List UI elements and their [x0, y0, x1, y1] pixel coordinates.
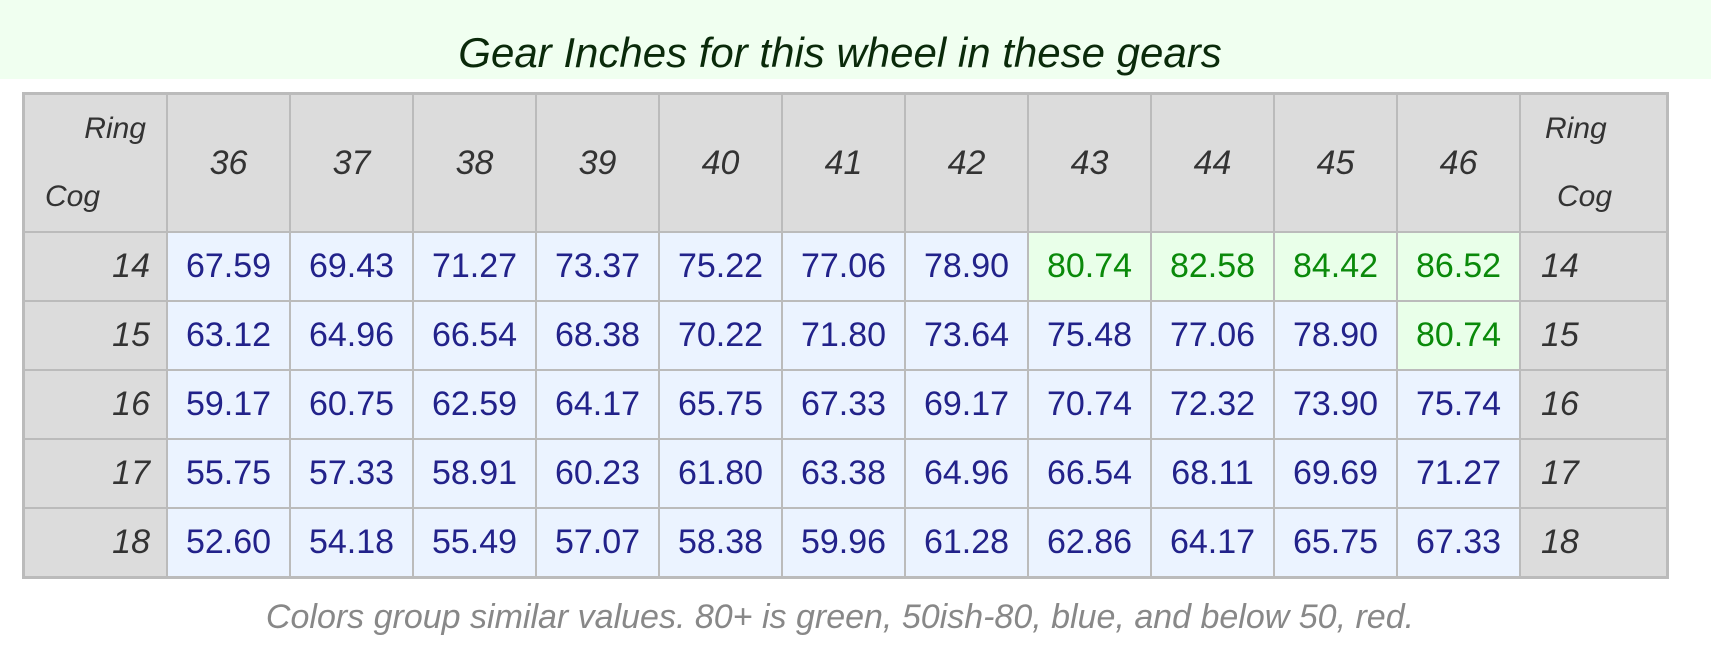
gear-inch-cell: 77.06: [781, 231, 906, 302]
cog-label-left: 18: [22, 507, 168, 579]
gear-inch-cell: 71.27: [412, 231, 537, 302]
ring-header: 39: [535, 92, 660, 233]
table-row: 16 59.17 60.75 62.59 64.17 65.75 67.33 69.17 70.…: [22, 369, 1669, 440]
gear-inch-cell: 69.69: [1273, 438, 1398, 509]
gear-inch-cell: 68.11: [1150, 438, 1275, 509]
gear-inch-cell: 66.54: [1027, 438, 1152, 509]
gear-inch-cell: 73.64: [904, 300, 1029, 371]
header-row: Ring Cog 36 37 38 39 40 41 42 43 44 45 46 Ring Cog: [22, 92, 1669, 233]
cog-label-right: 18: [1519, 507, 1669, 579]
gear-inch-cell: 68.38: [535, 300, 660, 371]
gear-inch-cell: 64.96: [289, 300, 414, 371]
gear-inch-cell: 62.86: [1027, 507, 1152, 579]
gear-inch-cell: 65.75: [1273, 507, 1398, 579]
gear-inch-cell: 66.54: [412, 300, 537, 371]
ring-label: Ring: [1545, 112, 1607, 145]
gear-inch-cell: 78.90: [1273, 300, 1398, 371]
gear-inch-cell: 61.80: [658, 438, 783, 509]
gear-inch-cell: 86.52: [1396, 231, 1521, 302]
table-row: 18 52.60 54.18 55.49 57.07 58.38 59.96 61.28 62.…: [22, 507, 1669, 579]
gear-inch-cell: 65.75: [658, 369, 783, 440]
gear-inch-cell: 54.18: [289, 507, 414, 579]
gear-inch-cell: 57.33: [289, 438, 414, 509]
table-row: 14 67.59 69.43 71.27 73.37 75.22 77.06 78.90 80.…: [22, 231, 1669, 302]
gear-inch-cell: 58.38: [658, 507, 783, 579]
gear-inch-cell: 63.38: [781, 438, 906, 509]
title-band: [0, 0, 1711, 79]
gear-inch-cell: 78.90: [904, 231, 1029, 302]
ring-header: 36: [166, 92, 291, 233]
ring-header: 45: [1273, 92, 1398, 233]
ring-header: 42: [904, 92, 1029, 233]
cog-label-left: 16: [22, 369, 168, 440]
cog-label-right: 14: [1519, 231, 1669, 302]
gear-inch-cell: 58.91: [412, 438, 537, 509]
ring-header: 41: [781, 92, 906, 233]
cog-label-left: 14: [22, 231, 168, 302]
gear-inch-cell: 67.33: [1396, 507, 1521, 579]
caption: Colors group similar values. 80+ is gree…: [265, 598, 1415, 636]
corner-right: Ring Cog: [1519, 92, 1669, 233]
ring-header: 37: [289, 92, 414, 233]
ring-header: 43: [1027, 92, 1152, 233]
gear-inch-cell: 70.22: [658, 300, 783, 371]
gear-inch-cell: 60.75: [289, 369, 414, 440]
gear-inch-cell: 73.90: [1273, 369, 1398, 440]
gear-inch-cell: 67.33: [781, 369, 906, 440]
ring-header: 40: [658, 92, 783, 233]
gear-inch-cell: 80.74: [1027, 231, 1152, 302]
gear-inch-cell: 75.22: [658, 231, 783, 302]
gear-inch-cell: 64.17: [535, 369, 660, 440]
gear-inch-cell: 64.96: [904, 438, 1029, 509]
gear-inch-cell: 80.74: [1396, 300, 1521, 371]
cog-label-left: 15: [22, 300, 168, 371]
gear-inch-cell: 61.28: [904, 507, 1029, 579]
gear-inch-cell: 75.48: [1027, 300, 1152, 371]
gear-inches-table: Ring Cog 36 37 38 39 40 41 42 43 44 45 46 Ring Cog 1…: [22, 92, 1669, 579]
gear-inch-cell: 73.37: [535, 231, 660, 302]
gear-inch-cell: 52.60: [166, 507, 291, 579]
corner-left: Ring Cog: [22, 92, 168, 233]
cog-label-right: 17: [1519, 438, 1669, 509]
gear-inch-cell: 64.17: [1150, 507, 1275, 579]
cog-label: Cog: [1557, 180, 1613, 213]
gear-inch-cell: 84.42: [1273, 231, 1398, 302]
ring-header: 38: [412, 92, 537, 233]
gear-inch-cell: 82.58: [1150, 231, 1275, 302]
gear-inch-cell: 67.59: [166, 231, 291, 302]
gear-inch-cell: 55.49: [412, 507, 537, 579]
gear-inch-cell: 71.80: [781, 300, 906, 371]
gear-inch-cell: 55.75: [166, 438, 291, 509]
gear-inch-cell: 59.17: [166, 369, 291, 440]
cog-label: Cog: [45, 180, 101, 213]
gear-inch-cell: 69.17: [904, 369, 1029, 440]
ring-header: 44: [1150, 92, 1275, 233]
gear-inch-cell: 57.07: [535, 507, 660, 579]
cog-label-right: 16: [1519, 369, 1669, 440]
gear-inch-cell: 60.23: [535, 438, 660, 509]
ring-label: Ring: [84, 112, 146, 145]
gear-inch-cell: 75.74: [1396, 369, 1521, 440]
gear-inch-cell: 59.96: [781, 507, 906, 579]
gear-inch-cell: 77.06: [1150, 300, 1275, 371]
cog-label-right: 15: [1519, 300, 1669, 371]
table-row: 15 63.12 64.96 66.54 68.38 70.22 71.80 73.64 75.…: [22, 300, 1669, 371]
cog-label-left: 17: [22, 438, 168, 509]
gear-inch-cell: 71.27: [1396, 438, 1521, 509]
table-row: 17 55.75 57.33 58.91 60.23 61.80 63.38 64.96 66.…: [22, 438, 1669, 509]
gear-inch-cell: 72.32: [1150, 369, 1275, 440]
gear-inch-cell: 70.74: [1027, 369, 1152, 440]
page-title: Gear Inches for this wheel in these gear…: [458, 29, 1222, 76]
gear-inch-cell: 69.43: [289, 231, 414, 302]
ring-header: 46: [1396, 92, 1521, 233]
gear-inch-cell: 62.59: [412, 369, 537, 440]
gear-inch-cell: 63.12: [166, 300, 291, 371]
